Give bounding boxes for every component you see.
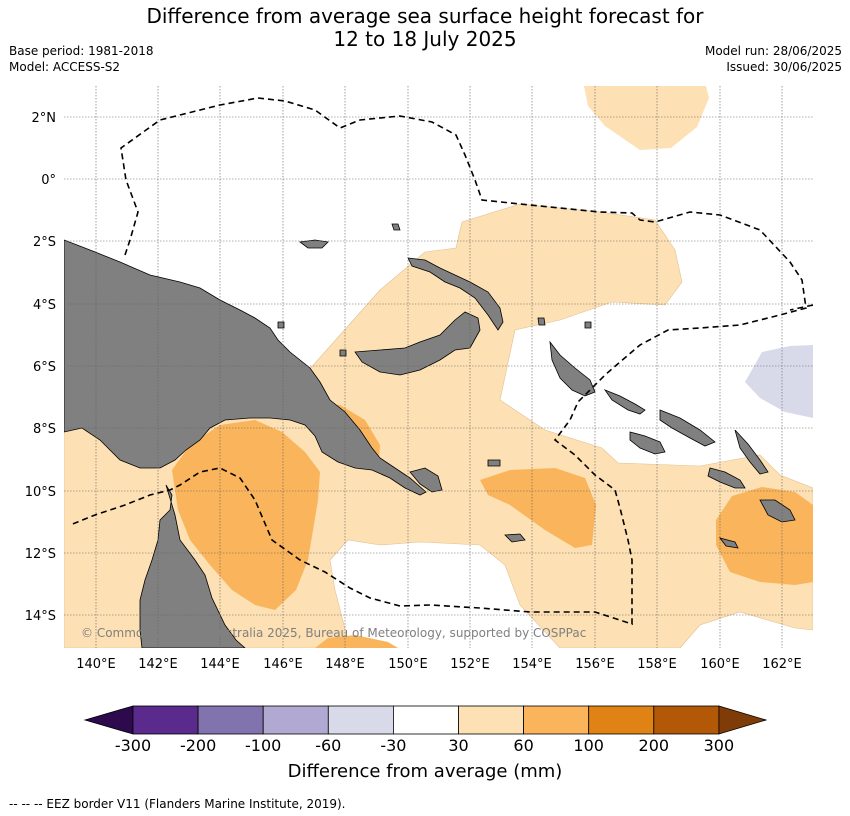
latitude-tick-label: 8°S: [33, 422, 56, 437]
colorbar-bin: [588, 705, 655, 735]
longitude-tick-label: 160°E: [700, 657, 740, 672]
small-island-2: [487, 459, 501, 467]
colorbar-tick-label: -30: [380, 736, 406, 755]
model-run-label: Model run: 28/06/2025: [704, 44, 842, 58]
longitude-tick-label: 158°E: [637, 657, 677, 672]
buka-island: [537, 317, 546, 326]
longitude-tick-label: 152°E: [450, 657, 490, 672]
small-island-1: [391, 223, 401, 231]
longitude-tick-label: 146°E: [263, 657, 303, 672]
colorbar-bin: [458, 705, 524, 735]
small-island-5: [718, 537, 739, 549]
colorbar-title: Difference from average (mm): [287, 761, 563, 782]
longitude-tick-label: 156°E: [575, 657, 615, 672]
latitude-tick-labels: 2°N 0° 2°S 4°S 6°S 8°S 10°S 12°S 14°S: [25, 111, 56, 624]
eez-borders: [69, 97, 813, 626]
new-britain: [354, 311, 481, 376]
colorbar-tick-label: 300: [704, 736, 735, 755]
solomon-islands-makira: [707, 467, 746, 489]
small-island-4: [339, 349, 347, 357]
meta-right: Model run: 28/06/2025 Issued: 30/06/2025: [705, 43, 842, 75]
solomon-islands-malaita: [734, 429, 769, 475]
longitude-tick-label: 162°E: [762, 657, 802, 672]
colorbar-bin: [523, 705, 590, 735]
latitude-tick-label: 4°S: [33, 298, 56, 313]
latitude-tick-label: 2°S: [33, 235, 56, 250]
colorbar-tick-label: -100: [245, 736, 281, 755]
anomaly-60-100-solomon-sea: [480, 468, 596, 548]
latitude-tick-label: 0°: [41, 173, 56, 188]
graticule: [64, 86, 813, 648]
sea-surface-height-map: © Commonwealth of Australia 2025, Bureau…: [25, 86, 813, 755]
copyright-notice: © Commonwealth of Australia 2025, Bureau…: [81, 626, 586, 640]
colorbar: [83, 705, 768, 735]
solomon-islands-isabel: [659, 409, 716, 447]
colorbar-tick-label: 200: [639, 736, 670, 755]
solomon-islands-guadalcanal: [629, 431, 666, 455]
colorbar-bin: [132, 705, 199, 735]
longitude-tick-label: 148°E: [325, 657, 365, 672]
base-period-label: Base period: 1981-2018: [9, 44, 154, 58]
colorbar-tick-label: 60: [513, 736, 533, 755]
eez-png: [69, 97, 807, 626]
longitude-tick-label: 140°E: [76, 657, 116, 672]
colorbar-bin: [197, 705, 264, 735]
new-ireland: [407, 257, 504, 331]
eez-solomon-vanuatu: [789, 304, 813, 311]
latitude-tick-label: 10°S: [25, 485, 56, 500]
longitude-tick-label: 142°E: [138, 657, 178, 672]
goodenough-island: [409, 467, 443, 493]
colorbar-extend-max: [718, 705, 768, 735]
colorbar-bin: [392, 705, 459, 735]
colorbar-bin: [327, 705, 394, 735]
anomaly-30-60-north: [584, 86, 709, 150]
latitude-tick-label: 2°N: [32, 111, 57, 126]
colorbar-tick-label: 30: [448, 736, 468, 755]
latitude-tick-label: 12°S: [25, 547, 56, 562]
solomon-islands-choiseul: [603, 389, 646, 415]
colorbar-tick-label: -60: [315, 736, 341, 755]
longitude-tick-label: 154°E: [512, 657, 552, 672]
colorbar-tick-label: -200: [180, 736, 216, 755]
issued-label: Issued: 30/06/2025: [726, 60, 842, 74]
map-title-line-2: 12 to 18 July 2025: [333, 27, 517, 51]
anomaly-fields: [64, 86, 813, 648]
colorbar-tick-label: 100: [573, 736, 604, 755]
longitude-tick-label: 150°E: [388, 657, 428, 672]
bougainville: [549, 340, 596, 397]
ontong-java: [584, 321, 592, 329]
anomaly-60-100-south: [315, 635, 398, 648]
anomaly-negative-east: [745, 345, 813, 418]
latitude-tick-label: 6°S: [33, 360, 56, 375]
small-island-3: [277, 321, 285, 329]
colorbar-tick-labels: -300 -200 -100 -60 -30 30 60 100 200 300: [115, 736, 734, 755]
model-label: Model: ACCESS-S2: [9, 60, 121, 74]
map-title-line-1: Difference from average sea surface heig…: [146, 4, 704, 28]
eez-footnote: -- -- -- EEZ border V11 (Flanders Marine…: [9, 797, 346, 811]
longitude-tick-labels: 140°E 142°E 144°E 146°E 148°E 150°E 152°E 154°E…: [76, 657, 802, 672]
colorbar-bin: [262, 705, 329, 735]
vanuatu-santo: [759, 499, 796, 523]
longitude-tick-label: 144°E: [200, 657, 240, 672]
colorbar-tick-label: -300: [115, 736, 151, 755]
manus-island: [298, 239, 329, 249]
cape-york-peninsula: [139, 484, 246, 648]
colorbar-extend-min: [83, 705, 134, 735]
rossel-island: [504, 533, 526, 543]
meta-left: Base period: 1981-2018 Model: ACCESS-S2: [9, 43, 154, 75]
latitude-tick-label: 14°S: [25, 609, 56, 624]
colorbar-bin: [653, 705, 720, 735]
